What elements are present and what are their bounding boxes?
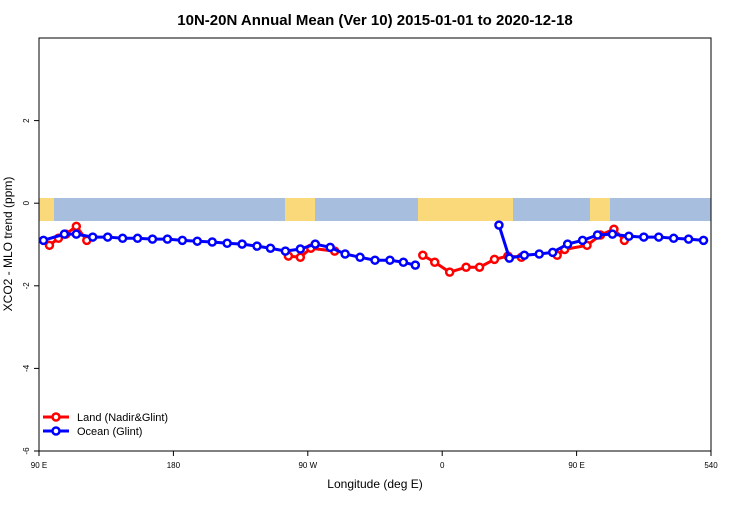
point (519, 250, 530, 260)
point (534, 249, 545, 259)
point (624, 231, 634, 241)
point (410, 260, 421, 270)
point (370, 255, 380, 265)
point (310, 239, 321, 249)
point (102, 232, 113, 242)
point (668, 233, 679, 244)
point (71, 221, 82, 232)
y-tick-label: -6 (22, 447, 31, 455)
legend-marker (51, 412, 61, 422)
point (398, 257, 409, 268)
point (44, 240, 55, 251)
map-land (285, 198, 315, 221)
point (444, 267, 455, 277)
map-land (590, 198, 610, 221)
point (207, 237, 217, 247)
point (237, 239, 247, 249)
point (562, 239, 573, 249)
point (547, 247, 558, 258)
point (252, 241, 262, 251)
point (639, 232, 649, 242)
point (147, 234, 158, 244)
point (177, 235, 188, 246)
point (192, 236, 203, 246)
legend-marker (51, 426, 61, 436)
point (162, 234, 173, 244)
point (295, 244, 306, 254)
point (494, 220, 504, 230)
point (132, 233, 143, 244)
chart-title: 10N-20N Annual Mean (Ver 10) 2015-01-01 … (177, 12, 572, 29)
point (280, 246, 291, 256)
point (461, 262, 471, 272)
x-tick-label: 90 W (298, 461, 317, 470)
legend-label: Ocean (Glint) (77, 426, 142, 438)
y-axis-label: XCO2 - MLO trend (ppm) (1, 177, 15, 312)
y-tick-label: -2 (22, 282, 31, 290)
point (325, 242, 335, 253)
point (340, 249, 350, 259)
point (489, 254, 500, 265)
map-strip (39, 198, 711, 221)
point (418, 250, 428, 260)
x-tick-label: 180 (167, 461, 181, 470)
y-tick-label: 2 (22, 118, 31, 123)
point (385, 255, 395, 265)
point (653, 232, 664, 242)
map-land (418, 198, 513, 221)
map-land (39, 198, 54, 221)
plot-frame (38, 37, 712, 452)
point (474, 262, 485, 272)
point (592, 230, 603, 240)
point (222, 238, 232, 249)
point (504, 253, 515, 263)
x-tick-label: 90 E (568, 461, 584, 470)
point (38, 235, 49, 246)
point (355, 252, 365, 263)
legend-label: Land (Nadir&Glint) (77, 412, 168, 424)
point (429, 257, 440, 268)
y-tick-label: 0 (22, 200, 31, 205)
point (265, 243, 276, 253)
x-tick-label: 90 E (31, 461, 47, 470)
y-tick-label: -4 (22, 364, 31, 372)
point (117, 233, 128, 244)
x-axis-label: Longitude (deg E) (327, 477, 422, 491)
point (59, 229, 70, 239)
point (683, 234, 694, 244)
x-tick-label: 540 (704, 461, 718, 470)
point (607, 229, 618, 239)
point (295, 252, 306, 263)
point (71, 229, 82, 239)
point (88, 232, 98, 242)
x-tick-label: 0 (440, 461, 445, 470)
point (698, 235, 709, 246)
point (577, 235, 588, 246)
